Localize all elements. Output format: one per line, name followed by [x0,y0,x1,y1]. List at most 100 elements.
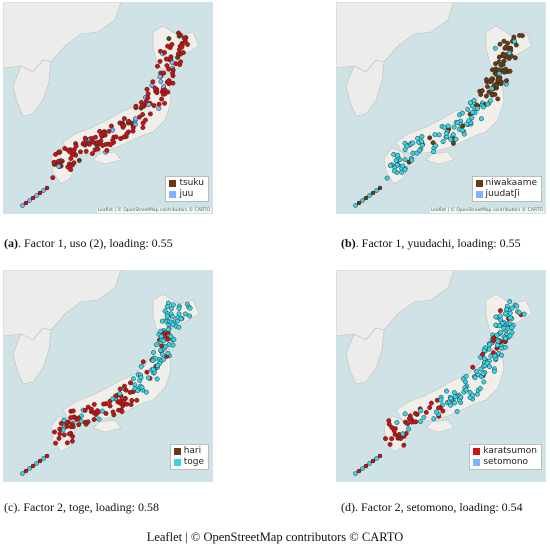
map-marker[interactable] [367,193,372,198]
map-marker[interactable] [489,67,495,73]
map-marker[interactable] [438,397,444,403]
map-marker[interactable] [130,125,136,131]
map-marker[interactable] [402,167,408,173]
map-marker[interactable] [498,330,504,335]
map-marker[interactable] [122,383,127,389]
map-marker[interactable] [103,411,109,416]
map-marker[interactable] [389,436,395,442]
map-marker[interactable] [472,375,478,381]
map-marker[interactable] [158,79,164,85]
map-marker[interactable] [176,33,182,39]
map-marker[interactable] [487,364,492,370]
map-marker[interactable] [150,366,156,372]
map-marker[interactable] [56,163,62,169]
map-marker[interactable] [480,371,486,377]
map-marker[interactable] [493,314,499,320]
map-marker[interactable] [496,76,501,82]
map-marker[interactable] [140,359,146,365]
map-marker[interactable] [177,62,183,68]
map-marker[interactable] [387,441,393,447]
map-marker[interactable] [27,198,32,203]
map-marker[interactable] [73,143,79,149]
map-marker[interactable] [410,140,416,146]
map-marker[interactable] [98,132,104,138]
map-marker[interactable] [164,63,170,69]
map-marker[interactable] [502,335,508,341]
map-marker[interactable] [107,403,113,409]
map-marker[interactable] [450,132,456,138]
map-marker[interactable] [110,137,116,143]
map-marker[interactable] [50,175,56,181]
map-marker[interactable] [440,408,446,414]
map-marker[interactable] [20,471,25,476]
map-marker[interactable] [402,157,408,163]
map-marker[interactable] [157,74,163,80]
map-marker[interactable] [383,436,388,442]
map-marker[interactable] [142,117,148,123]
map-marker[interactable] [159,351,165,357]
map-marker[interactable] [170,342,176,348]
map-marker[interactable] [117,386,123,392]
map-marker[interactable] [83,148,89,154]
map-marker[interactable] [145,91,151,97]
map-marker[interactable] [474,391,480,397]
map-marker[interactable] [392,432,398,437]
map-marker[interactable] [497,308,503,314]
map-marker[interactable] [492,353,498,359]
map-marker[interactable] [23,200,29,206]
map-marker[interactable] [448,402,454,408]
map-marker[interactable] [507,68,513,74]
map-marker[interactable] [521,311,527,317]
map-marker[interactable] [108,142,113,148]
map-marker[interactable] [164,313,170,319]
map-marker[interactable] [53,151,59,157]
map-marker[interactable] [427,135,433,141]
map-marker[interactable] [414,150,420,156]
map-marker[interactable] [431,416,437,422]
map-marker[interactable] [431,149,436,155]
map-marker[interactable] [497,323,503,329]
map-marker[interactable] [165,326,171,332]
map-marker[interactable] [128,402,134,408]
map-marker[interactable] [402,411,408,417]
map-marker[interactable] [467,100,473,106]
map-marker[interactable] [370,458,376,464]
map-marker[interactable] [185,41,190,47]
map-marker[interactable] [162,87,168,93]
map-marker[interactable] [150,79,156,85]
map-marker[interactable] [453,136,459,142]
map-marker[interactable] [146,102,152,108]
map-marker[interactable] [458,394,464,400]
map-marker[interactable] [412,411,418,416]
map-marker[interactable] [176,305,182,311]
map-marker[interactable] [491,368,497,374]
map-marker[interactable] [419,139,425,144]
map-marker[interactable] [500,61,506,67]
map-marker[interactable] [459,110,465,116]
map-marker[interactable] [484,360,490,366]
map-marker[interactable] [61,417,67,423]
map-marker[interactable] [137,114,142,120]
map-marker[interactable] [140,125,146,131]
map-marker[interactable] [69,152,75,158]
map-marker[interactable] [139,384,145,390]
map-marker[interactable] [91,417,97,422]
map-marker[interactable] [87,141,92,147]
map-marker[interactable] [37,190,43,196]
map-marker[interactable] [161,70,167,76]
map-marker[interactable] [56,435,62,441]
map-marker[interactable] [183,311,188,317]
map-marker[interactable] [491,335,497,341]
map-marker[interactable] [162,50,167,55]
map-marker[interactable] [406,426,412,432]
map-marker[interactable] [187,305,193,311]
map-marker[interactable] [178,316,184,322]
map-marker[interactable] [444,130,449,136]
map-marker[interactable] [58,421,64,426]
map-marker[interactable] [419,134,425,139]
map-marker[interactable] [171,336,177,342]
map-marker[interactable] [164,304,170,309]
map-marker[interactable] [386,421,392,427]
map-marker[interactable] [445,123,451,129]
map-marker[interactable] [418,408,424,414]
